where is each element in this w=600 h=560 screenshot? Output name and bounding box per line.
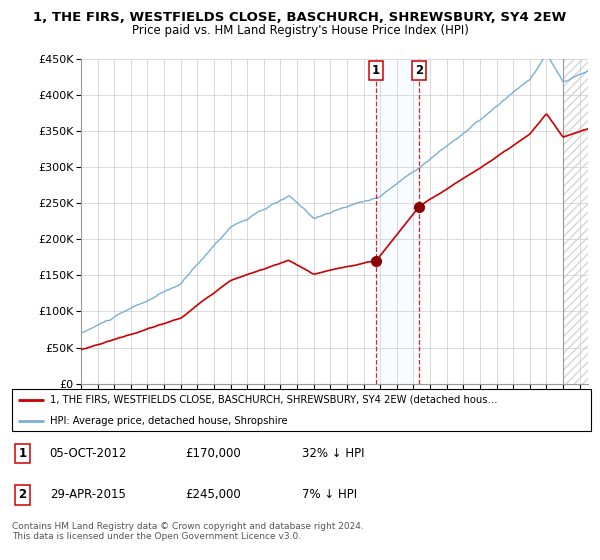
Text: £245,000: £245,000 (186, 488, 241, 501)
Text: Contains HM Land Registry data © Crown copyright and database right 2024.: Contains HM Land Registry data © Crown c… (12, 522, 364, 531)
FancyBboxPatch shape (12, 389, 591, 431)
Text: 7% ↓ HPI: 7% ↓ HPI (302, 488, 356, 501)
Bar (563, 59, 596, 384)
Text: 05-OCT-2012: 05-OCT-2012 (50, 447, 127, 460)
Bar (563, 59, 596, 384)
Text: Price paid vs. HM Land Registry's House Price Index (HPI): Price paid vs. HM Land Registry's House … (131, 24, 469, 36)
Text: 1, THE FIRS, WESTFIELDS CLOSE, BASCHURCH, SHREWSBURY, SY4 2EW (detached hous…: 1, THE FIRS, WESTFIELDS CLOSE, BASCHURCH… (50, 395, 497, 405)
Bar (376, 59, 419, 384)
Text: 2: 2 (415, 64, 423, 77)
Text: 2: 2 (19, 488, 26, 501)
Text: 1: 1 (372, 64, 380, 77)
Text: 29-APR-2015: 29-APR-2015 (50, 488, 125, 501)
Text: 1, THE FIRS, WESTFIELDS CLOSE, BASCHURCH, SHREWSBURY, SY4 2EW: 1, THE FIRS, WESTFIELDS CLOSE, BASCHURCH… (34, 11, 566, 24)
Text: 32% ↓ HPI: 32% ↓ HPI (302, 447, 364, 460)
Text: £170,000: £170,000 (186, 447, 241, 460)
Text: HPI: Average price, detached house, Shropshire: HPI: Average price, detached house, Shro… (50, 416, 287, 426)
Text: 1: 1 (19, 447, 26, 460)
Text: This data is licensed under the Open Government Licence v3.0.: This data is licensed under the Open Gov… (12, 532, 301, 541)
